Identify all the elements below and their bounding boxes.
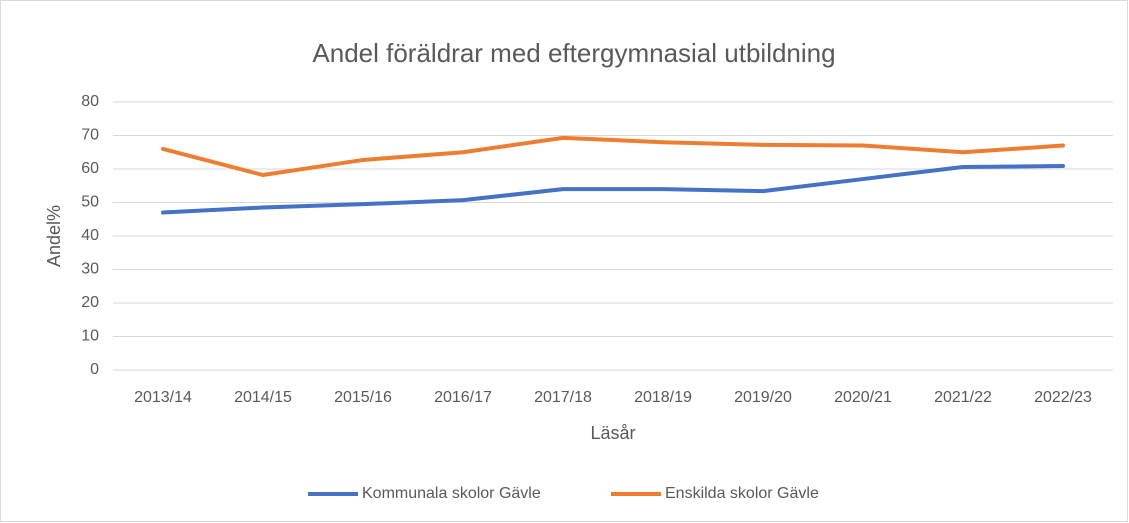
chart-title: Andel föräldrar med eftergymnasial utbil… (312, 38, 835, 68)
x-tick-label: 2016/17 (434, 389, 492, 406)
series-line (161, 135, 1065, 178)
legend-label: Enskilda skolor Gävle (665, 485, 819, 502)
x-tick-label: 2018/19 (634, 389, 692, 406)
y-tick-label: 80 (81, 93, 99, 110)
y-tick-label: 40 (81, 227, 99, 244)
y-tick-label: 70 (81, 127, 99, 144)
y-tick-label: 20 (81, 294, 99, 311)
x-tick-label: 2013/14 (134, 389, 192, 406)
y-tick-label: 0 (90, 361, 99, 378)
x-tick-label: 2020/21 (834, 389, 892, 406)
x-tick-label: 2015/16 (334, 389, 392, 406)
series-line (161, 163, 1065, 215)
x-tick-label: 2014/15 (234, 389, 292, 406)
y-tick-label: 30 (81, 261, 99, 278)
x-axis-title: Läsår (590, 423, 635, 443)
x-tick-label: 2022/23 (1034, 389, 1092, 406)
y-tick-label: 60 (81, 160, 99, 177)
legend-label: Kommunala skolor Gävle (362, 485, 541, 502)
y-axis-title: Andel% (44, 205, 64, 267)
y-tick-label: 10 (81, 328, 99, 345)
y-tick-label: 50 (81, 194, 99, 211)
x-tick-label: 2019/20 (734, 389, 792, 406)
x-tick-label: 2021/22 (934, 389, 992, 406)
x-tick-label: 2017/18 (534, 389, 592, 406)
